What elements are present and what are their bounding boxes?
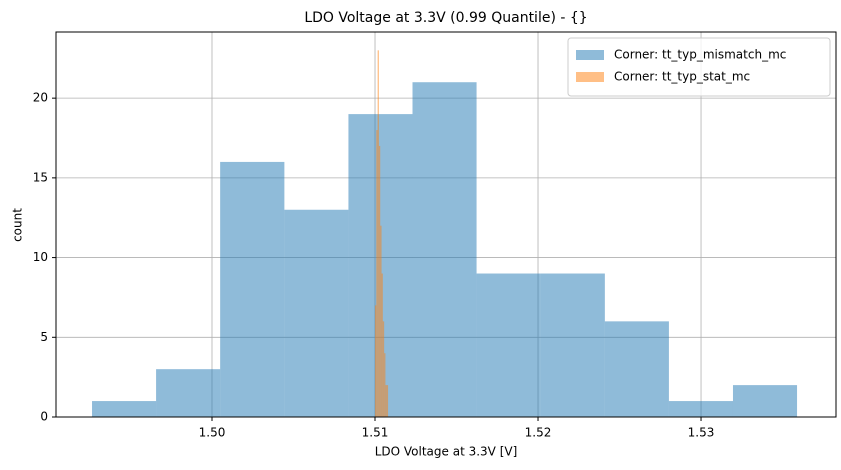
- bar: [476, 273, 541, 417]
- legend-swatch: [576, 72, 604, 82]
- bar: [540, 273, 605, 417]
- bar: [732, 385, 798, 417]
- x-axis-label: LDO Voltage at 3.3V [V]: [375, 445, 518, 459]
- y-tick-label: 20: [33, 91, 48, 105]
- y-tick-label: 0: [40, 410, 48, 424]
- plot-frame: [55, 31, 837, 418]
- bar: [284, 209, 349, 417]
- bar: [378, 145, 381, 417]
- bar: [375, 305, 377, 417]
- legend-label: Corner: tt_typ_stat_mc: [614, 70, 750, 84]
- y-tick-label: 5: [40, 330, 48, 344]
- chart-title: LDO Voltage at 3.3V (0.99 Quantile) - {}: [304, 10, 587, 26]
- bar: [381, 273, 383, 417]
- bar: [220, 161, 285, 417]
- bar: [668, 401, 733, 417]
- legend-box: [567, 37, 831, 97]
- legend-swatch: [576, 50, 604, 60]
- bar: [386, 385, 389, 417]
- x-tick-label: 1.50: [199, 426, 226, 440]
- y-tick-label: 10: [33, 250, 48, 264]
- bar: [377, 50, 379, 417]
- y-tick-label: 15: [33, 170, 48, 184]
- bar: [380, 225, 382, 417]
- y-axis-label: count: [11, 208, 25, 242]
- bar: [412, 82, 477, 417]
- x-tick-label: 1.51: [362, 426, 389, 440]
- bar: [92, 401, 157, 417]
- bar: [604, 321, 669, 417]
- bar: [382, 321, 385, 417]
- bar: [385, 385, 387, 417]
- bar: [156, 369, 221, 417]
- legend-label: Corner: tt_typ_mismatch_mc: [614, 48, 786, 62]
- x-tick-label: 1.53: [688, 426, 715, 440]
- x-tick-label: 1.52: [525, 426, 552, 440]
- bar: [384, 353, 386, 417]
- bar: [376, 130, 378, 418]
